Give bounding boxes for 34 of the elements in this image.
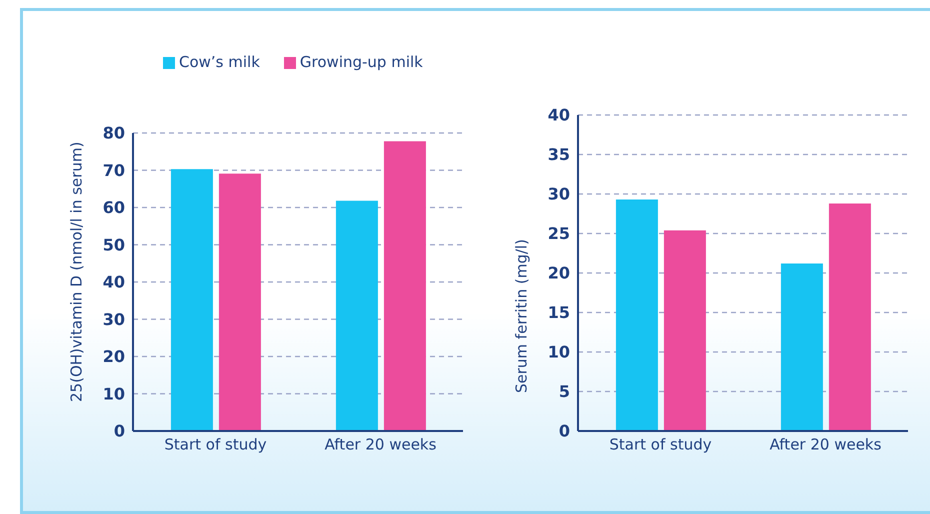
bar [828, 203, 871, 431]
y-tick-label: 10 [102, 384, 125, 404]
y-tick-label: 50 [102, 235, 125, 254]
y-tick-label: 5 [558, 382, 570, 402]
y-tick-label: 25 [548, 224, 570, 244]
y-tick-label: 10 [548, 342, 570, 362]
bar [336, 200, 378, 431]
bar [218, 174, 261, 431]
y-tick-label: 0 [114, 422, 125, 441]
y-tick-label: 35 [548, 145, 570, 164]
y-tick-label: 70 [102, 160, 125, 180]
y-tick-label: 20 [102, 347, 125, 366]
x-tick-label: After 20 weeks [324, 436, 437, 454]
x-tick-label: After 20 weeks [770, 436, 882, 454]
y-tick-label: 30 [102, 310, 125, 329]
y-tick-label: 40 [548, 106, 570, 125]
y-axis-title: Serum ferritin (mg/l) [512, 239, 530, 393]
bar [170, 169, 213, 431]
x-tick-label: Start of study [164, 436, 267, 454]
legend-label: Growing-up milk [300, 53, 423, 71]
y-tick-label: 30 [548, 184, 570, 204]
y-tick-label: 15 [548, 303, 570, 322]
bar [616, 200, 658, 431]
bar [384, 141, 426, 431]
y-tick-label: 60 [102, 198, 125, 218]
bar [780, 264, 823, 431]
y-tick-label: 40 [102, 272, 125, 292]
legend-label: Cow’s milk [179, 53, 260, 71]
x-tick-label: Start of study [609, 436, 712, 454]
y-tick-label: 20 [548, 264, 570, 283]
y-axis-title: 25(OH)vitamin D (nmol/l in serum) [67, 142, 86, 402]
bar [664, 230, 706, 431]
y-tick-label: 0 [558, 422, 570, 441]
y-tick-label: 80 [102, 124, 125, 143]
